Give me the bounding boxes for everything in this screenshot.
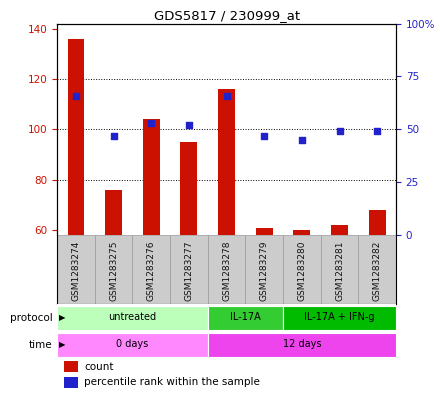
Bar: [208, 333, 396, 357]
Bar: [64, 362, 77, 372]
Text: count: count: [84, 362, 114, 372]
Point: [185, 122, 192, 128]
Bar: [64, 377, 77, 387]
Bar: [218, 89, 235, 235]
Bar: [293, 230, 310, 235]
Point: [336, 129, 343, 135]
Text: IL-17A: IL-17A: [230, 312, 261, 322]
Title: GDS5817 / 230999_at: GDS5817 / 230999_at: [154, 9, 300, 22]
Text: percentile rank within the sample: percentile rank within the sample: [84, 377, 260, 387]
Text: 0 days: 0 days: [116, 339, 149, 349]
Bar: [321, 235, 358, 305]
Text: protocol: protocol: [10, 313, 53, 323]
Bar: [208, 235, 246, 305]
Point: [73, 92, 80, 99]
Bar: [105, 190, 122, 235]
Text: GSM1283282: GSM1283282: [373, 241, 381, 301]
Bar: [283, 306, 396, 330]
Text: ▶: ▶: [59, 313, 66, 322]
Point: [261, 132, 268, 139]
Bar: [57, 306, 208, 330]
Bar: [180, 142, 198, 235]
Text: untreated: untreated: [108, 312, 157, 322]
Text: GSM1283275: GSM1283275: [109, 241, 118, 301]
Point: [298, 137, 305, 143]
Bar: [57, 235, 95, 305]
Text: ▶: ▶: [59, 340, 66, 349]
Point: [148, 120, 155, 126]
Text: GSM1283276: GSM1283276: [147, 241, 156, 301]
Text: 12 days: 12 days: [282, 339, 321, 349]
Bar: [358, 235, 396, 305]
Bar: [369, 210, 385, 235]
Bar: [132, 235, 170, 305]
Text: IL-17A + IFN-g: IL-17A + IFN-g: [304, 312, 375, 322]
Bar: [256, 228, 273, 235]
Point: [110, 132, 117, 139]
Bar: [331, 225, 348, 235]
Text: time: time: [29, 340, 53, 350]
Bar: [208, 306, 283, 330]
Text: GSM1283274: GSM1283274: [72, 241, 81, 301]
Point: [223, 92, 230, 99]
Text: GSM1283279: GSM1283279: [260, 241, 269, 301]
Text: GSM1283280: GSM1283280: [297, 241, 306, 301]
Bar: [143, 119, 160, 235]
Bar: [246, 235, 283, 305]
Text: GSM1283278: GSM1283278: [222, 241, 231, 301]
Point: [374, 129, 381, 135]
Bar: [95, 235, 132, 305]
Bar: [170, 235, 208, 305]
Bar: [57, 333, 208, 357]
Bar: [283, 235, 321, 305]
Bar: [68, 39, 84, 235]
Text: GSM1283277: GSM1283277: [184, 241, 194, 301]
Text: GSM1283281: GSM1283281: [335, 241, 344, 301]
